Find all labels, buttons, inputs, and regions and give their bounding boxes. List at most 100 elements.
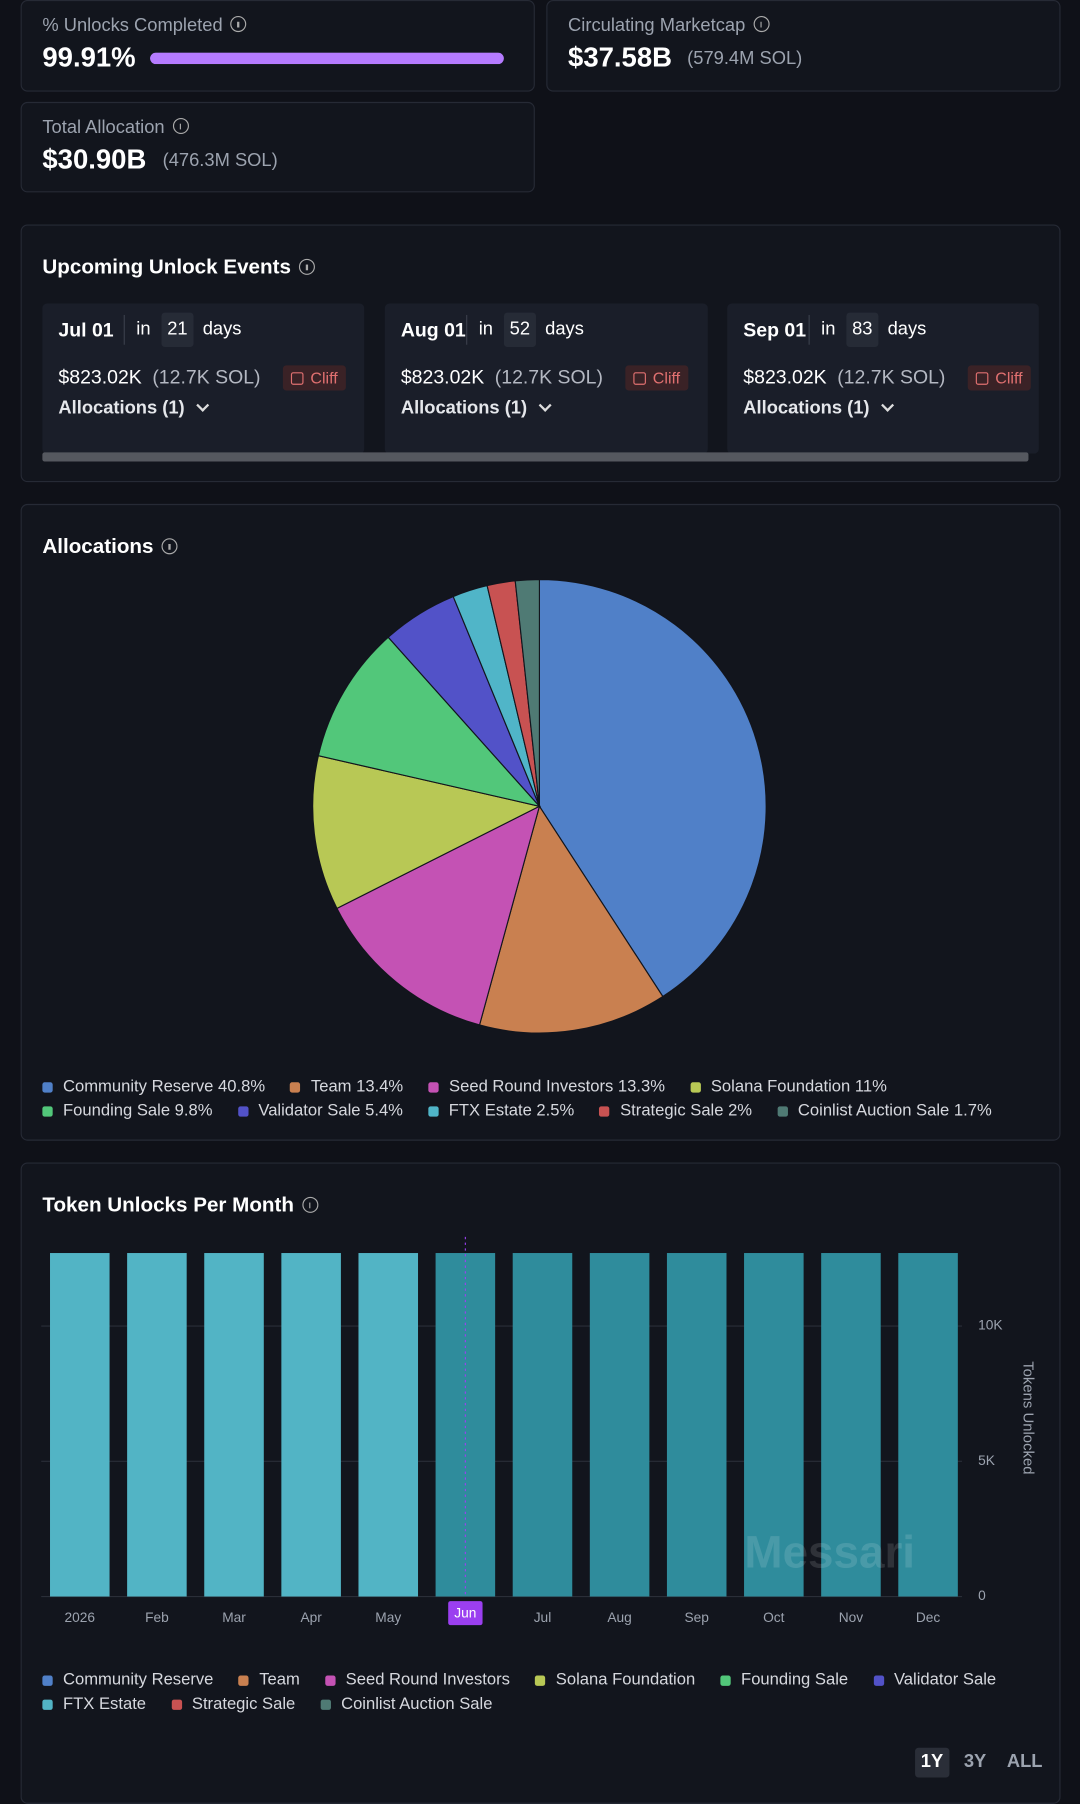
range-button[interactable]: 3Y: [963, 1752, 987, 1772]
cliff-icon: [290, 371, 304, 385]
stat-value: $30.90B: [42, 144, 147, 176]
legend-item: Seed Round Investors 13.3%: [428, 1078, 665, 1096]
event-date: Jul 01: [58, 319, 114, 342]
range-button[interactable]: ALL: [1006, 1752, 1043, 1772]
legend-swatch: [873, 1674, 884, 1686]
legend-value: 2.5%: [536, 1101, 575, 1121]
allocations-text: Allocations (1): [743, 398, 870, 419]
legend-label: Founding Sale: [741, 1670, 849, 1690]
event-days: 83: [846, 312, 879, 348]
legend-label: Coinlist Auction Sale: [797, 1101, 950, 1121]
cliff-text: Cliff: [310, 368, 338, 388]
chevron: [881, 398, 895, 412]
panel-title-text: Allocations: [42, 534, 154, 558]
legend-swatch: [777, 1105, 788, 1117]
legend-item[interactable]: Founding Sale: [720, 1671, 848, 1689]
stat-card: Total Allocation $30.90B (476.3M SOL): [20, 101, 535, 193]
stat-sub: (476.3M SOL): [162, 151, 278, 171]
legend-label: Seed Round Investors: [345, 1670, 510, 1690]
legend-swatch: [171, 1699, 182, 1710]
legend-label: Solana Foundation: [710, 1077, 851, 1097]
legend: Community Reserve Team Seed Round Investor…: [42, 1671, 1050, 1713]
legend-item[interactable]: Strategic Sale: [171, 1695, 295, 1713]
legend-swatch: [325, 1674, 336, 1686]
legend-swatch: [238, 1674, 249, 1686]
stat-sub: (579.4M SOL): [687, 49, 803, 69]
allocations-toggle[interactable]: Allocations (1): [743, 398, 895, 420]
legend-label: Validator Sale: [258, 1101, 361, 1121]
legend-value: 9.8%: [174, 1101, 213, 1121]
allocations-toggle[interactable]: Allocations (1): [401, 398, 552, 420]
progress-bar: [150, 52, 504, 65]
legend-item: FTX Estate 2.5%: [428, 1102, 574, 1120]
legend-item[interactable]: Team: [238, 1670, 300, 1690]
info-icon: [298, 258, 316, 275]
legend-label: Team: [259, 1670, 300, 1690]
event-amount: $823.02K: [743, 366, 827, 389]
progress-track: [150, 52, 504, 65]
legend-label: Community Reserve: [62, 1077, 214, 1097]
legend-item[interactable]: Solana Foundation: [535, 1671, 695, 1689]
legend-item: Team 13.4%: [290, 1078, 403, 1096]
stat-label-text: Circulating Marketcap: [568, 16, 746, 36]
cliff-badge: Cliff: [282, 365, 346, 391]
legend-item: Validator Sale 5.4%: [237, 1101, 403, 1121]
legend-item[interactable]: Validator Sale: [873, 1671, 996, 1689]
event-in: in: [821, 319, 836, 340]
event-date: Sep 01: [743, 319, 807, 342]
stat-card: Circulating Marketcap $37.58B (579.4M SOL): [546, 0, 1061, 92]
legend-label: Strategic Sale: [620, 1101, 724, 1121]
legend-label: Seed Round Investors: [449, 1077, 614, 1097]
stat-label: % Unlocks Completed: [42, 16, 247, 37]
info-icon: [230, 16, 247, 33]
legend-swatch: [428, 1081, 439, 1093]
legend-item: Strategic Sale 2%: [599, 1102, 752, 1120]
range-buttons: 1Y 3Y ALL: [915, 1747, 1048, 1778]
legend-item[interactable]: Community Reserve: [42, 1671, 213, 1689]
legend-swatch: [42, 1105, 53, 1117]
upcoming-panel: Upcoming Unlock Events Jul 01 in 21 days $823…: [20, 224, 1061, 483]
stat-label: Total Allocation: [42, 117, 189, 139]
legend-value: 1.7%: [953, 1101, 992, 1121]
allocations-toggle[interactable]: Allocations (1): [58, 398, 210, 420]
panel-title: Allocations: [42, 534, 178, 559]
legend-label: Solana Foundation: [555, 1670, 696, 1690]
legend-item[interactable]: FTX Estate: [42, 1695, 146, 1713]
legend-item: Coinlist Auction Sale 1.7%: [777, 1101, 992, 1121]
legend-item[interactable]: Coinlist Auction Sale: [320, 1695, 492, 1713]
legend-label: Validator Sale: [893, 1670, 997, 1690]
legend-label: FTX Estate: [448, 1101, 532, 1121]
legend-value: 5.4%: [365, 1101, 403, 1121]
legend-swatch: [237, 1105, 249, 1117]
legend-value: 2%: [728, 1101, 753, 1121]
stat-card: % Unlocks Completed 99.91%: [20, 0, 535, 92]
info-icon: [753, 16, 770, 33]
chevron: [196, 398, 210, 412]
legend-swatch: [320, 1699, 331, 1710]
event-tokens: (12.7K SOL): [152, 366, 261, 389]
legend-item: Solana Foundation 11%: [690, 1078, 887, 1096]
scrollbar[interactable]: [42, 452, 1029, 462]
legend-item: Founding Sale 9.8%: [42, 1101, 213, 1121]
legend-value: 13.4%: [356, 1077, 404, 1097]
allocations-panel: Allocations Community Reserve 40.8% Team 13.…: [20, 503, 1061, 1141]
event-days: 21: [161, 312, 194, 348]
range-button[interactable]: 1Y: [915, 1747, 949, 1778]
cliff-icon: [633, 371, 646, 385]
chevron: [538, 398, 552, 412]
legend-value: 11%: [854, 1077, 887, 1097]
token-panel: Token Unlocks Per Month Community Reserve…: [20, 1162, 1061, 1804]
event-in: in: [478, 319, 493, 340]
stat-value: $37.58B: [568, 42, 672, 74]
legend: Community Reserve 40.8% Team 13.4% Seed Roun…: [42, 1078, 1029, 1120]
allocations-text: Allocations (1): [58, 398, 185, 419]
event-card: Sep 01 in 83 days $823.02K (12.7K SOL) Cliff Al…: [727, 303, 1039, 454]
legend-value: 40.8%: [217, 1077, 266, 1097]
separator: [466, 314, 468, 345]
legend-item[interactable]: Seed Round Investors: [325, 1671, 510, 1689]
cliff-badge: Cliff: [967, 365, 1031, 391]
legend-swatch: [720, 1674, 731, 1686]
